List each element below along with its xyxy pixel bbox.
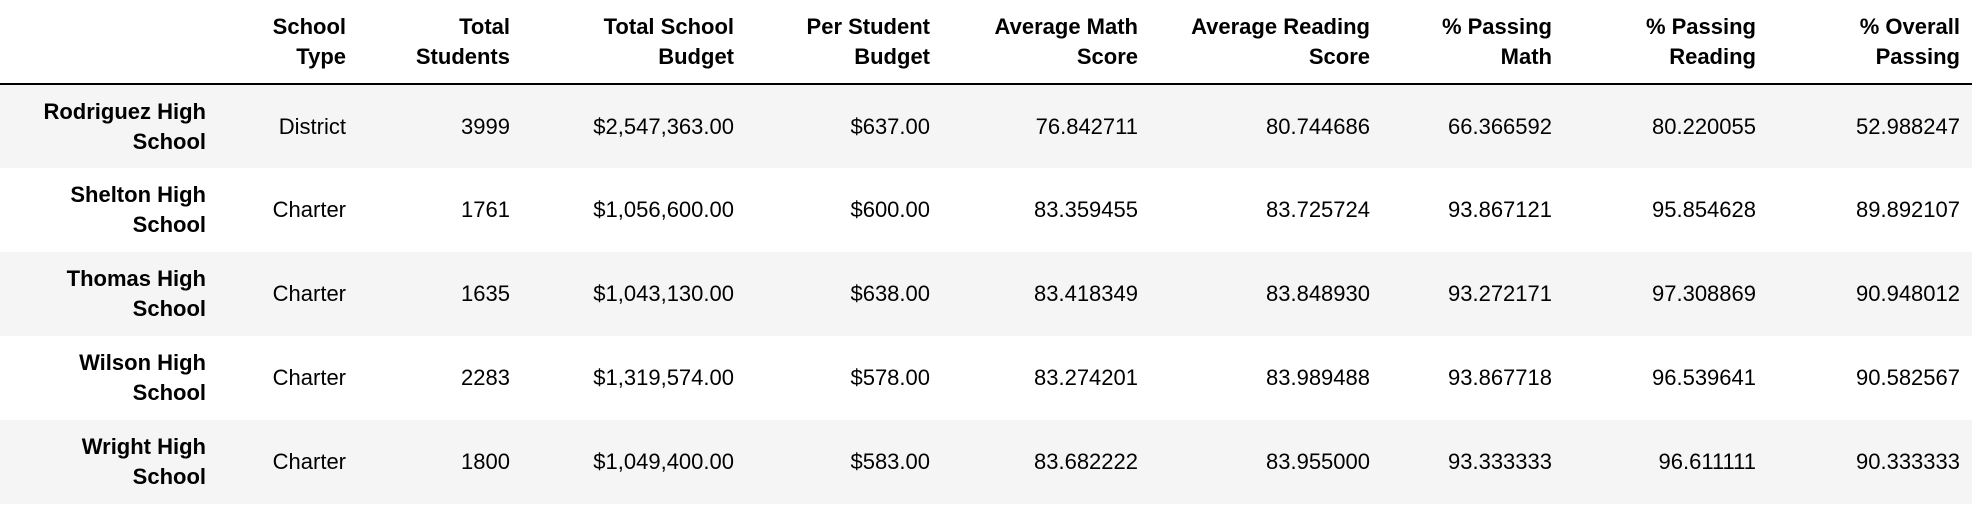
cell-average-math-score: 76.842711 [1035, 113, 1138, 139]
cell-total-students: 2283 [461, 365, 510, 390]
cell-total-school-budget: $1,056,600.00 [593, 197, 734, 222]
row-school-name: Wright High School [81, 434, 206, 489]
cell-average-math-score: 83.359455 [1034, 197, 1138, 222]
cell-per-student-budget: $578.00 [850, 365, 930, 390]
table-header: School Type Total Students Total School … [0, 0, 1972, 85]
cell-total-students: 1800 [461, 449, 510, 474]
cell-average-reading-score: 83.848930 [1266, 281, 1370, 306]
cell-average-math-score: 83.274201 [1034, 365, 1138, 390]
cell-percent-overall-passing: 90.948012 [1856, 281, 1960, 306]
table-row: Thomas High School Charter 1635 $1,043,1… [0, 252, 1972, 336]
cell-percent-passing-reading: 96.611111 [1658, 449, 1756, 474]
cell-percent-passing-math: 93.867121 [1448, 197, 1552, 222]
cell-average-reading-score: 83.955000 [1266, 449, 1370, 474]
cell-school-type: Charter [272, 281, 346, 306]
header-row: School Type Total Students Total School … [0, 0, 1972, 85]
cell-percent-passing-reading: 95.854628 [1652, 197, 1756, 222]
table-row: Shelton High School Charter 1761 $1,056,… [0, 168, 1972, 252]
cell-average-math-score: 83.682222 [1034, 449, 1138, 474]
cell-total-students: 1761 [461, 197, 510, 222]
cell-total-students: 3999 [461, 113, 510, 139]
column-header-per-student-budget: Per Student Budget [746, 0, 942, 85]
table-row: Wilson High School Charter 2283 $1,319,5… [0, 336, 1972, 420]
column-header-percent-passing-reading: % Passing Reading [1564, 0, 1768, 85]
cell-percent-overall-passing: 52.988247 [1856, 113, 1960, 139]
cell-percent-passing-reading: 80.220055 [1652, 113, 1756, 139]
table-row: Rodriguez High School District 3999 $2,5… [0, 84, 1972, 168]
table-body: Rodriguez High School District 3999 $2,5… [0, 84, 1972, 504]
table-row: Wright High School Charter 1800 $1,049,4… [0, 420, 1972, 504]
cell-per-student-budget: $637.00 [850, 113, 930, 139]
cell-average-reading-score: 83.989488 [1266, 365, 1370, 390]
cell-percent-overall-passing: 89.892107 [1856, 197, 1960, 222]
cell-percent-overall-passing: 90.582567 [1856, 365, 1960, 390]
column-header-percent-overall-passing: % Overall Passing [1768, 0, 1972, 85]
cell-school-type: Charter [272, 449, 346, 474]
cell-per-student-budget: $600.00 [850, 197, 930, 222]
cell-school-type: Charter [272, 365, 346, 390]
cell-percent-passing-math: 93.272171 [1448, 281, 1552, 306]
row-school-name: Rodriguez High School [43, 98, 206, 154]
cell-percent-passing-math: 93.867718 [1448, 365, 1552, 390]
cell-per-student-budget: $638.00 [850, 281, 930, 306]
cell-average-reading-score: 80.744686 [1266, 113, 1370, 139]
cell-average-reading-score: 83.725724 [1266, 197, 1370, 222]
column-header-average-reading-score: Average Reading Score [1150, 0, 1382, 85]
cell-total-school-budget: $1,319,574.00 [593, 365, 734, 390]
column-header-total-students: Total Students [358, 0, 522, 85]
column-header-total-school-budget: Total School Budget [522, 0, 746, 85]
column-header-school-type: School Type [218, 0, 358, 85]
cell-percent-passing-reading: 97.308869 [1652, 281, 1756, 306]
cell-percent-passing-math: 93.333333 [1448, 449, 1552, 474]
cell-total-school-budget: $1,049,400.00 [593, 449, 734, 474]
cell-percent-passing-reading: 96.539641 [1652, 365, 1756, 390]
cell-school-type: District [278, 113, 346, 139]
column-header-percent-passing-math: % Passing Math [1382, 0, 1564, 85]
row-school-name: Thomas High School [66, 266, 206, 321]
cell-total-school-budget: $2,547,363.00 [593, 113, 734, 139]
cell-school-type: Charter [272, 197, 346, 222]
cell-total-school-budget: $1,043,130.00 [593, 281, 734, 306]
index-header [0, 0, 218, 85]
cell-percent-passing-math: 66.366592 [1448, 113, 1552, 139]
row-school-name: Wilson High School [79, 350, 206, 405]
column-header-average-math-score: Average Math Score [942, 0, 1150, 85]
cell-average-math-score: 83.418349 [1034, 281, 1138, 306]
cell-percent-overall-passing: 90.333333 [1856, 449, 1960, 474]
row-school-name: Shelton High School [70, 182, 206, 237]
cell-total-students: 1635 [461, 281, 510, 306]
cell-per-student-budget: $583.00 [850, 449, 930, 474]
